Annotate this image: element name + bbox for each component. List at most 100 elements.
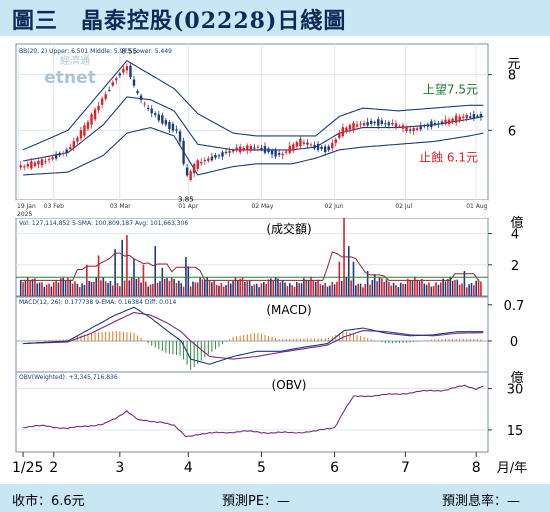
price-ytick-label: 8	[508, 69, 516, 84]
volume-bar	[379, 277, 381, 296]
candle-body	[30, 161, 32, 168]
volume-bar	[173, 279, 175, 296]
volume-bar	[159, 281, 161, 296]
date-tick-label: 02 Jun	[325, 203, 344, 210]
candle-body	[451, 119, 453, 122]
candle-body	[455, 116, 457, 123]
month-tick-label: 2	[49, 460, 58, 476]
date-tick-label: 19 Jan	[17, 203, 36, 210]
volume-bar	[339, 262, 341, 296]
month-tick-label: 3	[115, 460, 124, 476]
volume-bar	[398, 287, 400, 296]
volume-bar	[360, 284, 362, 296]
volume-bar	[213, 280, 215, 296]
volume-bar	[131, 277, 133, 296]
volume-bar	[480, 282, 482, 296]
candle-body	[253, 148, 255, 149]
volume-bar	[280, 282, 282, 296]
candle-body	[239, 147, 241, 153]
candle-body	[246, 145, 248, 150]
obv-ytick-label: 15	[507, 424, 524, 439]
volume-bar	[246, 281, 248, 296]
candle-body	[359, 124, 361, 125]
volume-bar	[282, 280, 284, 296]
obv-panel-title: (OBV)	[272, 378, 307, 392]
volume-bar	[216, 285, 218, 296]
volume-panel-title: (成交額)	[266, 221, 311, 236]
obv-ytick-label: 30	[507, 383, 524, 398]
candle-body	[416, 128, 418, 130]
volume-bar	[105, 281, 107, 296]
volume-bar	[140, 283, 142, 296]
volume-bar	[440, 282, 442, 296]
volume-bar	[114, 249, 116, 296]
volume-bar	[468, 284, 470, 296]
volume-bar	[423, 284, 425, 296]
volume-bar	[27, 277, 29, 296]
candle-body	[306, 143, 308, 145]
month-tick-label: 7	[401, 460, 410, 476]
candle-body	[257, 147, 259, 148]
candle-body	[76, 138, 78, 142]
candle-body	[197, 160, 199, 169]
candle-body	[151, 109, 153, 114]
volume-bar	[117, 283, 119, 296]
volume-bar	[294, 287, 296, 296]
volume-bar	[251, 286, 253, 296]
volume-bar	[305, 280, 307, 296]
candle-body	[405, 127, 407, 131]
candle-body	[356, 125, 358, 127]
volume-bar	[204, 280, 206, 296]
candle-body	[310, 144, 312, 145]
volume-bar	[237, 281, 239, 296]
volume-bar	[72, 284, 74, 296]
volume-bar	[367, 271, 369, 296]
volume-bar	[308, 280, 310, 296]
volume-bar	[298, 283, 300, 296]
volume-bar	[128, 280, 130, 296]
volume-bar	[433, 286, 435, 296]
volume-bar	[310, 277, 312, 296]
candle-body	[232, 150, 234, 151]
candle-body	[211, 157, 213, 160]
candle-body	[87, 122, 89, 129]
candle-body	[441, 122, 443, 124]
bollinger-indicator-label: BB(20, 2) Upper: 6.501 Middle: 5.975 Low…	[19, 48, 172, 55]
volume-bar	[81, 283, 83, 296]
candle-body	[37, 161, 39, 165]
candle-body	[133, 80, 135, 86]
volume-bar	[287, 286, 289, 296]
volume-bar	[136, 279, 138, 296]
volume-bar	[171, 278, 173, 296]
candle-body	[469, 116, 471, 118]
candle-body	[437, 123, 439, 124]
month-tick-label: 5	[257, 460, 266, 476]
volume-bar	[110, 281, 112, 296]
candle-body	[165, 120, 167, 124]
candle-body	[345, 128, 347, 132]
date-tick-label: 02 May	[251, 203, 273, 210]
volume-bar	[91, 282, 93, 296]
volume-bar	[388, 282, 390, 296]
volume-bar	[362, 287, 364, 296]
volume-bar	[442, 279, 444, 296]
volume-bar	[334, 284, 336, 296]
candle-body	[335, 139, 337, 142]
candle-body	[384, 123, 386, 124]
volume-bar	[185, 257, 187, 296]
volume-bar	[438, 285, 440, 296]
volume-bar	[25, 280, 27, 296]
volume-bar	[355, 285, 357, 296]
volume-bar	[475, 281, 477, 296]
volume-bar	[152, 284, 154, 296]
candle-body	[207, 159, 209, 161]
year-label: 2025	[17, 211, 32, 218]
date-tick-label: 02 Jul	[395, 203, 412, 210]
volume-bar	[29, 281, 31, 296]
volume-bar	[53, 282, 55, 296]
candle-body	[328, 146, 330, 150]
volume-bar	[20, 280, 22, 296]
volume-bar	[284, 283, 286, 296]
volume-bar	[291, 285, 293, 296]
candle-body	[48, 159, 50, 160]
